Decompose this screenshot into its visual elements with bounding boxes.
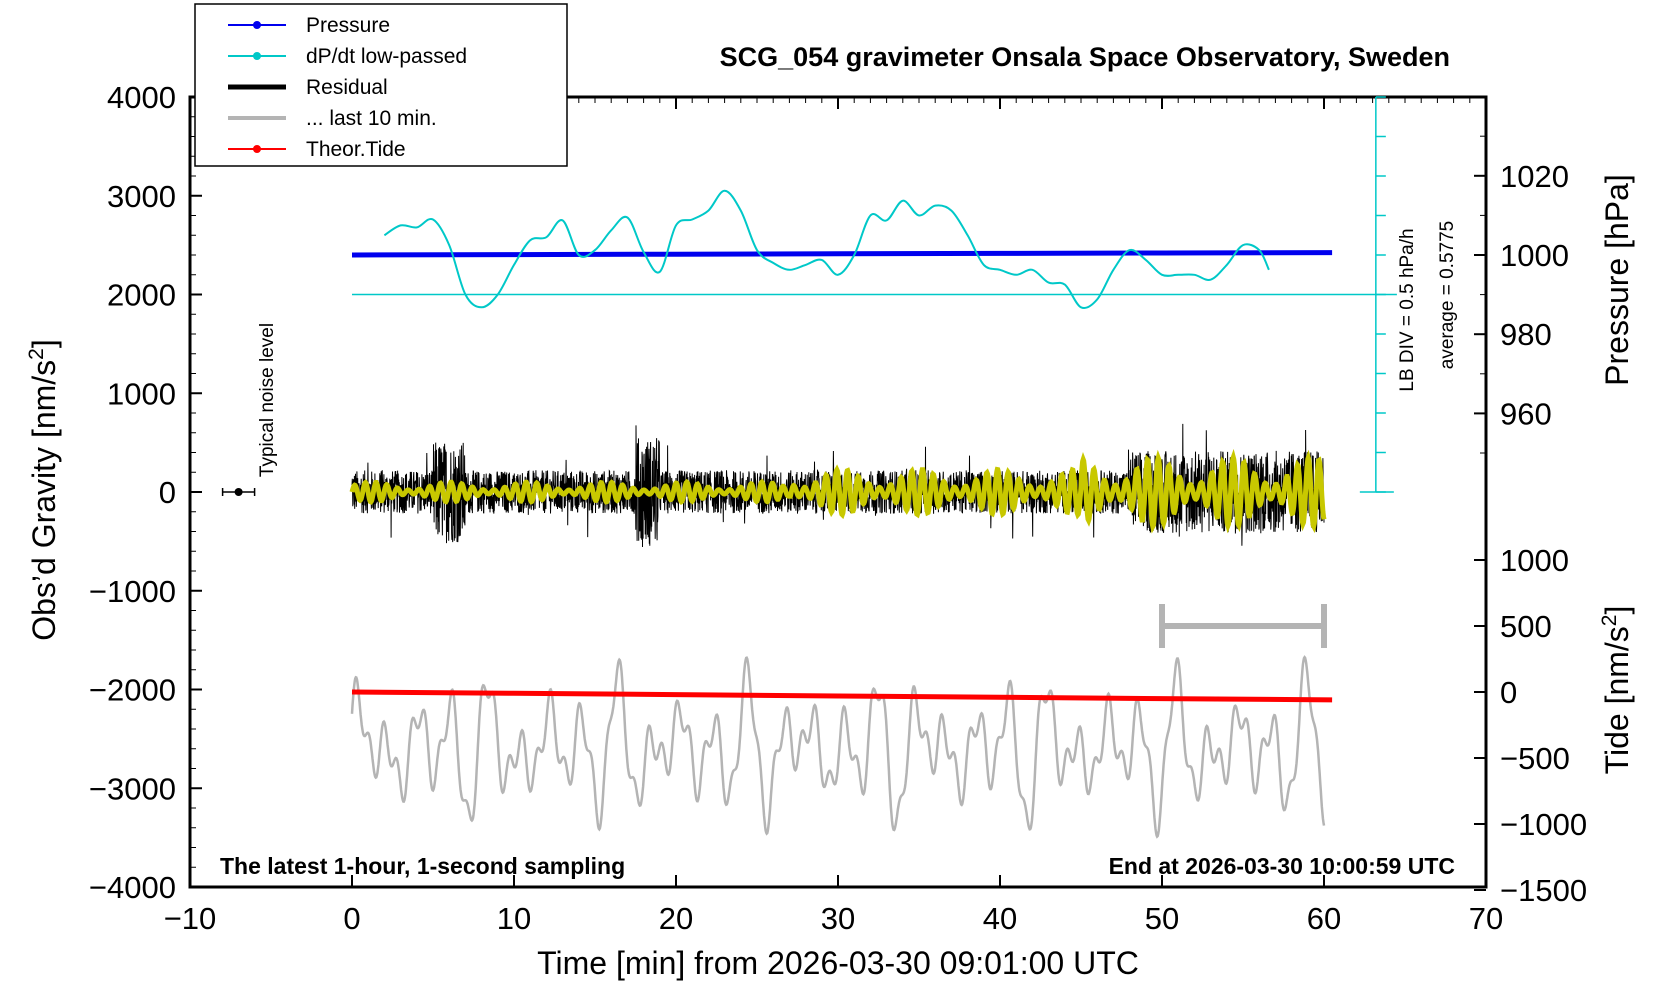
last-10-min-line xyxy=(350,655,1326,839)
x-tick-label: 30 xyxy=(821,901,855,936)
sampling-note: The latest 1-hour, 1-second sampling xyxy=(220,853,625,879)
tide-tick-label: −1000 xyxy=(1500,807,1587,842)
legend-marker-4 xyxy=(253,145,261,153)
pressure-tick-label: 1020 xyxy=(1500,159,1569,194)
y-tick-label: 2000 xyxy=(107,278,176,313)
pressure-tick-label: 1000 xyxy=(1500,238,1569,273)
tide-line xyxy=(351,689,1333,703)
x-tick-label: 70 xyxy=(1469,901,1503,936)
y-axis-label-tide: Tide [nm/s2] xyxy=(1598,606,1635,775)
tide-tick-label: 1000 xyxy=(1500,543,1569,578)
dpdt-line xyxy=(383,189,1270,310)
y-tick-label: 3000 xyxy=(107,179,176,214)
legend-label-3: ... last 10 min. xyxy=(306,107,437,130)
lb-div-label: LB DIV = 0.5 hPa/h xyxy=(1397,228,1418,391)
average-label: average = 0.5775 xyxy=(1437,221,1458,369)
y-tick-label: −3000 xyxy=(89,771,176,806)
theor-tide-series xyxy=(351,689,1333,703)
tide-tick-label: −500 xyxy=(1500,741,1570,776)
legend-marker-1 xyxy=(253,52,261,60)
x-tick-label: 40 xyxy=(983,901,1017,936)
tide-tick-label: 0 xyxy=(1500,675,1517,710)
last-10-min-series xyxy=(350,655,1326,839)
dpdt-series xyxy=(383,189,1270,310)
y-tick-label: 0 xyxy=(159,475,176,510)
tide-tick-label: −1500 xyxy=(1500,873,1587,908)
x-tick-label: 50 xyxy=(1145,901,1179,936)
legend: Pressure dP/dt low-passed Residual ... last… xyxy=(194,3,568,167)
x-tick-label: −10 xyxy=(164,901,217,936)
x-tick-label: 60 xyxy=(1307,901,1341,936)
window-bracket xyxy=(1159,604,1327,648)
y-tick-label: 4000 xyxy=(107,80,176,115)
x-tick-label: 10 xyxy=(497,901,531,936)
y-axis-label-left: Obs’d Gravity [nm/s2] xyxy=(25,339,62,641)
axis-ticks: −10 0 10 20 30 40 50 60 70−4000−3000−2000−100001… xyxy=(89,80,1587,936)
x-axis-label: Time [min] from 2026-03-30 09:01:00 UTC xyxy=(537,945,1139,981)
lb-div-scale xyxy=(1359,96,1394,493)
legend-marker-0 xyxy=(253,21,261,29)
noise-bar xyxy=(221,488,256,496)
residual-lowpass-series xyxy=(349,448,1327,534)
noise-bar-dot xyxy=(234,488,243,496)
tide-tick-label: 500 xyxy=(1500,609,1552,644)
legend-label-1: dP/dt low-passed xyxy=(306,45,467,68)
chart-title: SCG_054 gravimeter Onsala Space Observat… xyxy=(720,42,1450,72)
noise-level-label: Typical noise level xyxy=(257,323,278,477)
y-tick-label: 1000 xyxy=(107,376,176,411)
legend-label-2: Residual xyxy=(306,76,388,99)
end-time-note: End at 2026-03-30 10:00:59 UTC xyxy=(1109,853,1455,879)
pressure-tick-label: 980 xyxy=(1500,317,1552,352)
x-tick-label: 20 xyxy=(659,901,693,936)
legend-label-0: Pressure xyxy=(306,14,390,37)
y-axis-label-pressure: Pressure [hPa] xyxy=(1599,174,1635,386)
x-tick-label: 0 xyxy=(343,901,360,936)
pressure-line xyxy=(351,250,1333,258)
lowpass-line xyxy=(349,448,1327,534)
legend-label-4: Theor.Tide xyxy=(306,138,406,161)
pressure-series xyxy=(351,250,1333,258)
y-tick-label: −2000 xyxy=(89,673,176,708)
pressure-tick-label: 960 xyxy=(1500,396,1552,431)
y-tick-label: −4000 xyxy=(89,870,176,905)
y-tick-label: −1000 xyxy=(89,574,176,609)
